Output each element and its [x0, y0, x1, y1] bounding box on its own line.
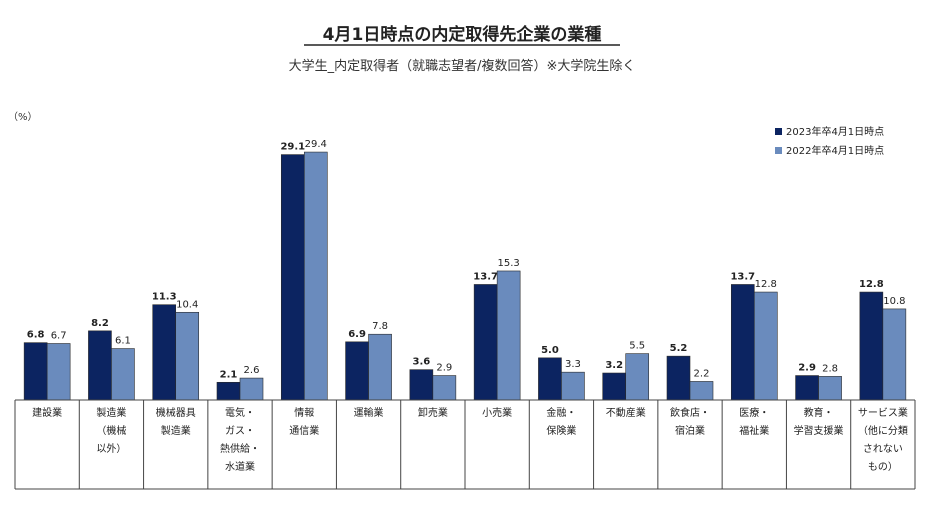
category-label-1-1: （機械 [96, 424, 126, 437]
value-label-2022-4: 29.4 [305, 139, 327, 150]
bar-2023-6 [409, 369, 434, 401]
bar-2022-5 [368, 333, 392, 401]
legend-swatch-2022 [775, 147, 782, 154]
bar-2023-10 [666, 355, 691, 401]
value-label-2022-3: 2.6 [244, 365, 260, 376]
category-label-3-0: 電気・ [225, 406, 255, 419]
bar-2023-13 [859, 291, 884, 401]
bar-2023-4 [280, 154, 305, 401]
value-label-2023-5: 6.9 [348, 329, 366, 340]
bar-2023-8 [538, 357, 562, 401]
category-label-13-3: もの） [868, 461, 898, 473]
bar-2022-0 [46, 343, 71, 401]
value-label-2023-6: 3.6 [412, 357, 430, 368]
bar-2023-0 [23, 342, 48, 401]
category-label-5-0: 運輸業 [354, 406, 384, 419]
bar-2023-7 [473, 284, 498, 401]
category-label-1-2: 以外） [96, 443, 126, 455]
value-label-2023-10: 5.2 [670, 343, 688, 354]
category-label-1-0: 製造業 [96, 406, 126, 419]
legend: 2023年卒4月1日時点 2022年卒4月1日時点 [775, 125, 884, 157]
value-label-2023-3: 2.1 [220, 369, 238, 380]
bar-2022-12 [818, 376, 842, 401]
category-label-3-2: 熱供給・ [220, 442, 260, 455]
value-label-2022-5: 7.8 [372, 321, 388, 332]
bars-group [23, 151, 907, 401]
value-label-2023-12: 2.9 [798, 363, 816, 374]
category-label-13-1: （他に分類 [858, 424, 908, 437]
category-label-10-0: 飲食店・ [670, 406, 710, 419]
category-label-10-1: 宿泊業 [675, 424, 705, 437]
bar-2022-2 [175, 311, 200, 401]
bar-2023-5 [345, 341, 369, 401]
bar-2022-10 [689, 381, 714, 401]
category-label-11-1: 福祉業 [739, 424, 769, 437]
category-label-11-0: 医療・ [739, 406, 769, 419]
legend-label-2022: 2022年卒4月1日時点 [786, 144, 884, 157]
value-label-2022-1: 6.1 [115, 336, 131, 347]
y-unit-label: （%） [8, 111, 38, 123]
value-label-2022-10: 2.2 [694, 368, 710, 379]
category-label-3-1: ガス・ [225, 425, 255, 437]
value-label-2023-0: 6.8 [27, 330, 45, 341]
category-label-13-0: サービス業 [858, 406, 908, 419]
bar-2022-1 [111, 348, 135, 401]
bar-2022-9 [625, 353, 650, 401]
value-label-2023-11: 13.7 [730, 271, 755, 282]
value-label-2023-1: 8.2 [91, 318, 109, 329]
category-label-8-1: 保険業 [546, 424, 576, 437]
value-label-2023-4: 29.1 [280, 142, 305, 153]
category-table: 建設業 製造業（機械以外）機械器具製造業電気・ガス・熱供給・水道業情報通信業運輸業… [14, 399, 916, 490]
bar-2022-6 [432, 375, 457, 401]
bar-2023-12 [795, 375, 819, 401]
value-label-2022-6: 2.9 [436, 363, 452, 374]
bar-2023-3 [216, 381, 241, 401]
bar-2023-11 [730, 284, 755, 401]
value-label-2023-13: 12.8 [859, 279, 884, 290]
category-label-9-0: 不動産業 [606, 406, 646, 419]
category-label-12-0: 教育・ [804, 406, 834, 419]
value-label-2022-7: 15.3 [498, 258, 520, 269]
category-label-0-0: 建設業 [32, 406, 62, 419]
category-label-6-0: 卸売業 [418, 406, 448, 419]
bar-2022-11 [753, 291, 778, 401]
legend-swatch-2023 [775, 128, 782, 135]
value-label-2022-2: 10.4 [176, 299, 198, 310]
value-label-2022-12: 2.8 [822, 363, 838, 374]
value-label-2023-2: 11.3 [152, 292, 177, 303]
bar-2022-8 [561, 371, 585, 401]
category-label-13-2: されない [863, 443, 903, 455]
bar-2022-4 [303, 151, 328, 401]
category-label-2-0: 機械器具 [156, 406, 196, 419]
value-label-2023-9: 3.2 [605, 360, 623, 371]
value-label-2023-8: 5.0 [541, 345, 559, 356]
category-label-4-1: 通信業 [289, 424, 319, 437]
category-label-3-3: 水道業 [225, 460, 255, 473]
category-label-7-0: 小売業 [482, 406, 512, 419]
value-label-2022-11: 12.8 [755, 279, 777, 290]
category-label-2-1: 製造業 [161, 424, 191, 437]
value-label-2022-0: 6.7 [51, 330, 67, 341]
category-label-12-1: 学習支援業 [794, 424, 844, 437]
value-labels-group: 6.8 6.7 8.2 6.1 11.310.4 2.1 2.6 29.1 29.4 6.9 7.8… [27, 139, 906, 380]
value-label-2023-7: 13.7 [473, 271, 498, 282]
category-label-8-0: 金融・ [546, 406, 576, 419]
bar-2023-2 [152, 304, 177, 401]
legend-label-2023: 2023年卒4月1日時点 [786, 125, 884, 138]
bar-2023-9 [602, 372, 627, 401]
value-label-2022-13: 10.8 [883, 296, 905, 307]
chart-title: 4月1日時点の内定取得先企業の業種 [323, 24, 602, 45]
bar-2022-13 [882, 308, 907, 401]
bar-2022-7 [496, 270, 521, 401]
value-label-2022-9: 5.5 [629, 341, 645, 352]
value-label-2022-8: 3.3 [565, 359, 581, 370]
bar-2022-3 [239, 377, 264, 401]
bar-2023-1 [88, 330, 112, 401]
chart-subtitle: 大学生_内定取得者（就職志望者/複数回答）※大学院生除く [289, 58, 636, 74]
category-label-4-0: 情報 [294, 406, 314, 419]
